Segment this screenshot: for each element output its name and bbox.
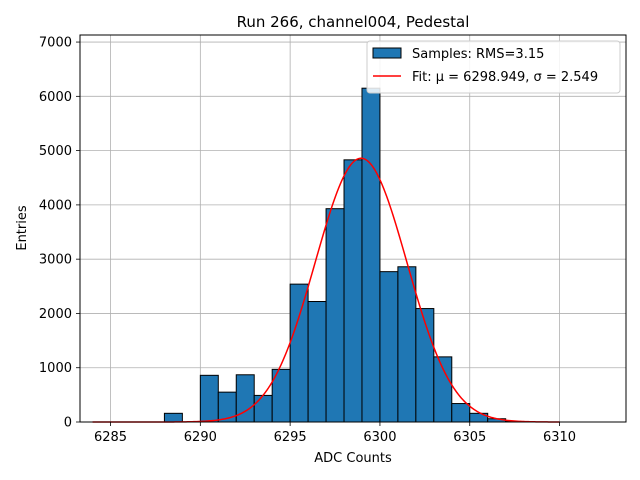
- x-tick-label: 6285: [94, 430, 127, 445]
- x-tick-label: 6305: [453, 430, 486, 445]
- x-axis-ticks: 6285 6290 6295 6300 6305 6310: [94, 422, 576, 445]
- y-tick-label: 6000: [39, 90, 72, 105]
- x-tick-label: 6290: [184, 430, 217, 445]
- y-axis-label: Entries: [15, 205, 30, 251]
- histogram-bar: [361, 87, 381, 423]
- histogram-bar: [379, 271, 399, 423]
- histogram-bar: [217, 391, 237, 423]
- histogram-bar: [433, 356, 453, 423]
- y-tick-label: 7000: [39, 36, 72, 51]
- y-tick-label: 5000: [39, 144, 72, 159]
- histogram-bar: [451, 403, 471, 423]
- histogram-bar: [199, 374, 219, 423]
- chart-title: Run 266, channel004, Pedestal: [237, 13, 470, 31]
- legend: Samples: RMS=3.15 Fit: μ = 6298.949, σ =…: [366, 40, 621, 94]
- x-axis-label: ADC Counts: [314, 451, 392, 466]
- histogram-bar: [415, 308, 435, 423]
- histogram-bar: [397, 266, 417, 423]
- histogram-bar: [163, 412, 183, 423]
- legend-histogram-label: Samples: RMS=3.15: [412, 47, 544, 62]
- histogram-bar: [307, 301, 327, 423]
- x-tick-label: 6310: [543, 430, 576, 445]
- y-tick-label: 1000: [39, 361, 72, 376]
- y-tick-label: 3000: [39, 253, 72, 268]
- legend-fit-label: Fit: μ = 6298.949, σ = 2.549: [412, 70, 598, 85]
- legend-box: [366, 40, 621, 94]
- legend-histogram-swatch: [372, 47, 402, 59]
- y-tick-label: 2000: [39, 307, 72, 322]
- y-axis-ticks: 0 1000 2000 3000 4000 5000 6000 7000: [39, 36, 80, 431]
- x-tick-label: 6300: [363, 430, 396, 445]
- histogram-bar: [289, 283, 309, 423]
- histogram-bar: [325, 208, 345, 423]
- histogram-bar: [253, 394, 273, 423]
- x-tick-label: 6295: [274, 430, 307, 445]
- axes-frame: [79, 34, 627, 423]
- histogram-bars: [163, 87, 525, 423]
- y-tick-label: 0: [64, 416, 72, 431]
- y-tick-label: 4000: [39, 198, 72, 213]
- histogram-bar: [343, 159, 363, 423]
